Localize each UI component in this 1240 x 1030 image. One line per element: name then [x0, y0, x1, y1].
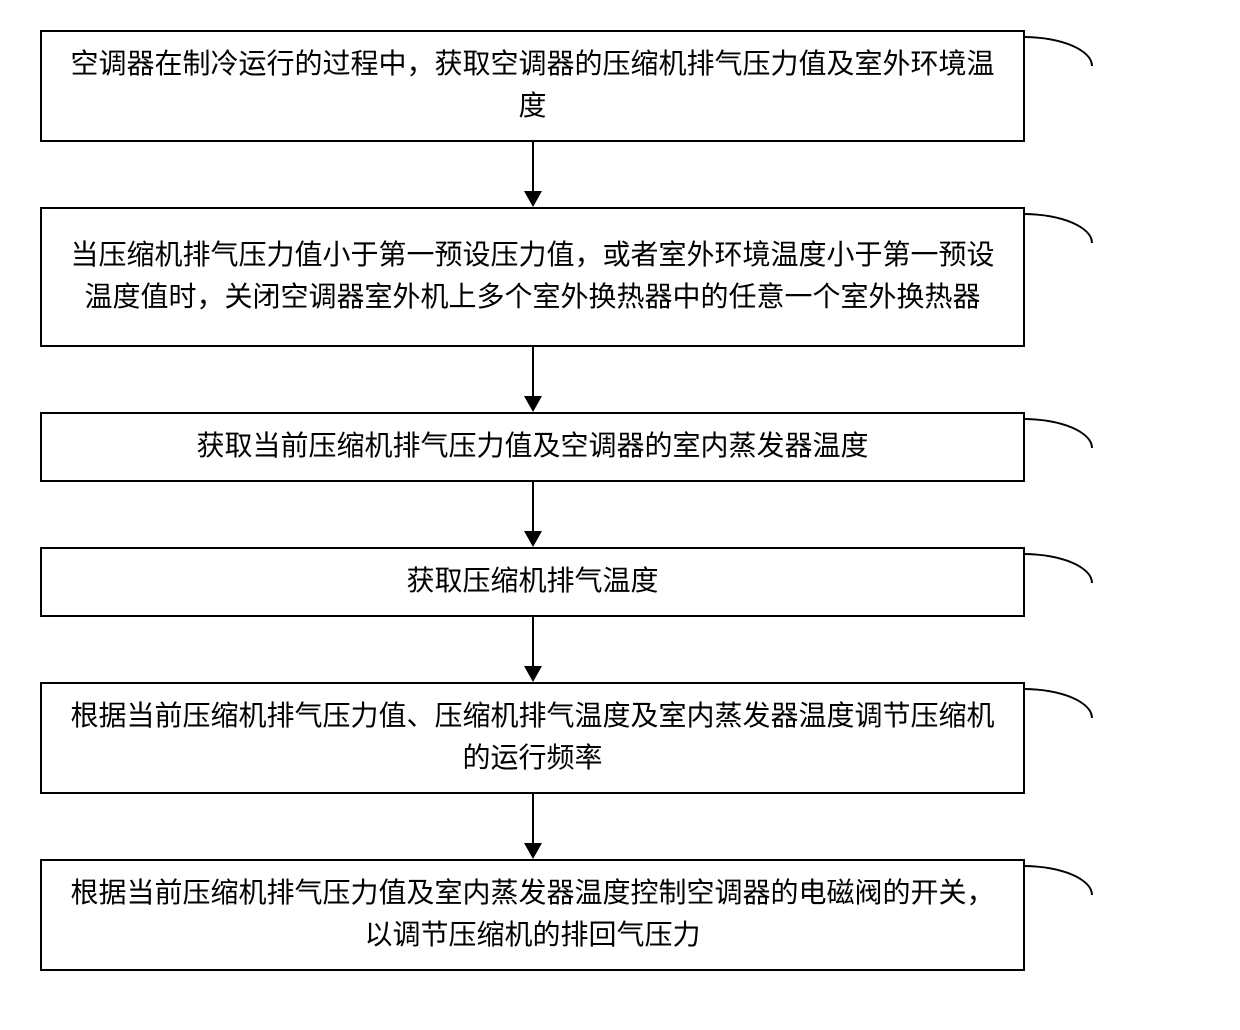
arrow-down-icon [524, 142, 542, 207]
arrow-down-icon [524, 617, 542, 682]
label-connector-s30 [1023, 418, 1093, 448]
step-box-s40: 根据当前压缩机排气压力值及室内蒸发器温度控制空调器的电磁阀的开关，以调节压缩机的… [40, 859, 1025, 971]
step-box-s60: 根据当前压缩机排气压力值、压缩机排气温度及室内蒸发器温度调节压缩机的运行频率 [40, 682, 1025, 794]
arrow-down-icon [524, 794, 542, 859]
step-row-s60: 根据当前压缩机排气压力值、压缩机排气温度及室内蒸发器温度调节压缩机的运行频率S6… [40, 682, 1200, 794]
step-box-s10: 空调器在制冷运行的过程中，获取空调器的压缩机排气压力值及室外环境温度 [40, 30, 1025, 142]
label-connector-s40 [1023, 865, 1093, 895]
label-connector-s50 [1023, 553, 1093, 583]
arrow-after-s10 [40, 142, 1025, 207]
step-box-s50: 获取压缩机排气温度 [40, 547, 1025, 617]
flowchart-container: 空调器在制冷运行的过程中，获取空调器的压缩机排气压力值及室外环境温度S10 当压缩… [40, 30, 1200, 971]
step-row-s50: 获取压缩机排气温度S50 [40, 547, 1200, 617]
step-box-s30: 获取当前压缩机排气压力值及空调器的室内蒸发器温度 [40, 412, 1025, 482]
step-box-s20: 当压缩机排气压力值小于第一预设压力值，或者室外环境温度小于第一预设温度值时，关闭… [40, 207, 1025, 347]
step-row-s40: 根据当前压缩机排气压力值及室内蒸发器温度控制空调器的电磁阀的开关，以调节压缩机的… [40, 859, 1200, 971]
label-connector-s20 [1023, 213, 1093, 243]
arrow-after-s50 [40, 617, 1025, 682]
step-row-s10: 空调器在制冷运行的过程中，获取空调器的压缩机排气压力值及室外环境温度S10 [40, 30, 1200, 142]
arrow-after-s60 [40, 794, 1025, 859]
arrow-after-s20 [40, 347, 1025, 412]
arrow-down-icon [524, 482, 542, 547]
step-row-s30: 获取当前压缩机排气压力值及空调器的室内蒸发器温度S30 [40, 412, 1200, 482]
arrow-down-icon [524, 347, 542, 412]
arrow-after-s30 [40, 482, 1025, 547]
step-row-s20: 当压缩机排气压力值小于第一预设压力值，或者室外环境温度小于第一预设温度值时，关闭… [40, 207, 1200, 347]
label-connector-s10 [1023, 36, 1093, 66]
label-connector-s60 [1023, 688, 1093, 718]
